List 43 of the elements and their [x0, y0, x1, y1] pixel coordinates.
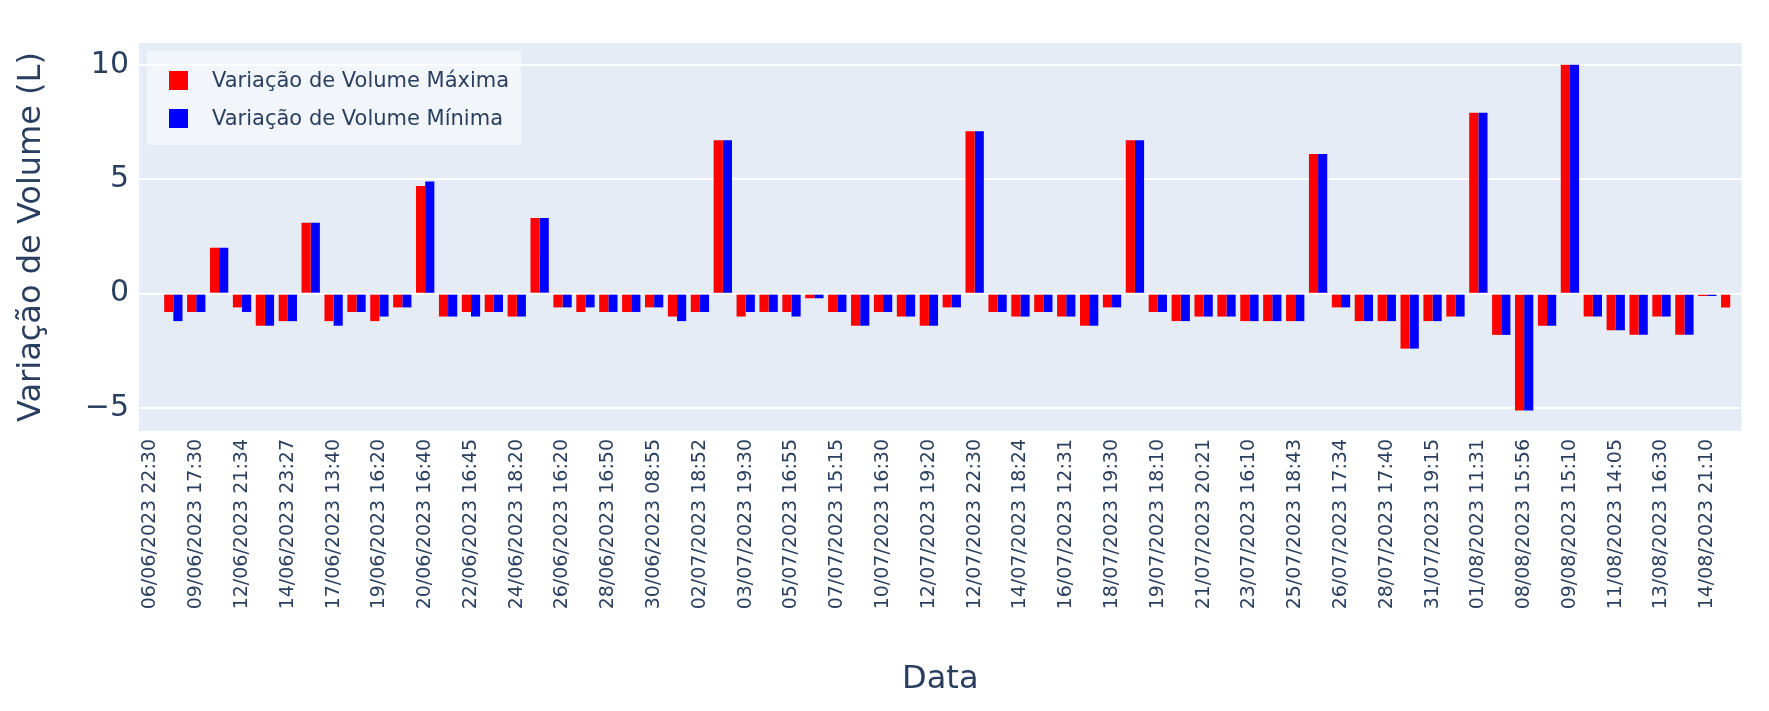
x-tick-label: 14/08/2023 21:10	[1694, 439, 1717, 610]
legend-label: Variação de Volume Máxima	[212, 68, 510, 92]
x-tick-label: 19/07/2023 18:10	[1144, 439, 1167, 610]
legend-label: Variação de Volume Mínima	[212, 106, 504, 130]
x-tick-label: 09/08/2023 15:10	[1556, 439, 1579, 610]
x-tick-label: 06/06/2023 22:30	[137, 439, 160, 610]
x-axis-title: Data	[902, 658, 979, 697]
y-axis-title: Variação de Volume (L)	[9, 52, 48, 422]
x-tick-label: 13/08/2023 16:30	[1648, 439, 1671, 610]
x-tick-label: 03/07/2023 19:30	[732, 439, 755, 610]
x-tick-label: 20/06/2023 16:40	[412, 439, 435, 610]
x-tick-label: 02/07/2023 18:52	[686, 439, 709, 610]
x-tick-label: 01/08/2023 11:31	[1465, 439, 1488, 610]
y-tick-label: 10	[90, 44, 129, 80]
x-tick-label: 11/08/2023 14:05	[1602, 439, 1625, 610]
x-tick-label: 25/07/2023 18:43	[1282, 439, 1305, 610]
x-tick-label: 12/07/2023 19:20	[915, 439, 938, 610]
x-tick-label: 18/07/2023 19:30	[1098, 439, 1121, 610]
x-tick-label: 31/07/2023 19:15	[1419, 439, 1442, 610]
x-tick-label: 28/06/2023 16:50	[595, 439, 618, 610]
x-tick-label: 16/07/2023 12:31	[1053, 439, 1076, 610]
x-tick-label: 22/06/2023 16:45	[457, 439, 480, 610]
x-tick-label: 26/06/2023 16:20	[549, 439, 572, 610]
x-tick-label: 19/06/2023 16:20	[366, 439, 389, 610]
x-tick-label: 30/06/2023 08:55	[641, 439, 664, 610]
x-tick-label: 14/07/2023 18:24	[1007, 439, 1030, 610]
y-tick-label: 5	[109, 159, 129, 194]
x-tick-label: 24/06/2023 18:20	[503, 439, 526, 610]
x-tick-label: 05/07/2023 16:55	[778, 439, 801, 610]
x-tick-label: 10/07/2023 16:30	[870, 439, 893, 610]
x-tick-label: 28/07/2023 17:40	[1373, 439, 1396, 610]
x-tick-label: 23/07/2023 16:10	[1236, 439, 1259, 610]
x-tick-label: 26/07/2023 17:34	[1327, 439, 1350, 610]
x-tick-label: 12/07/2023 22:30	[961, 439, 984, 610]
x-tick-label: 21/07/2023 20:21	[1190, 439, 1213, 610]
x-tick-label: 17/06/2023 13:40	[320, 439, 343, 610]
x-tick-label: 08/08/2023 15:56	[1511, 439, 1534, 610]
y-tick-label: −5	[84, 387, 129, 423]
x-tick-label: 09/06/2023 17:30	[183, 439, 206, 610]
x-tick-label: 12/06/2023 21:34	[228, 439, 251, 610]
y-tick-label: 0	[109, 273, 129, 309]
x-tick-label: 14/06/2023 23:27	[274, 439, 297, 610]
x-tick-label: 07/07/2023 15:15	[824, 439, 847, 610]
